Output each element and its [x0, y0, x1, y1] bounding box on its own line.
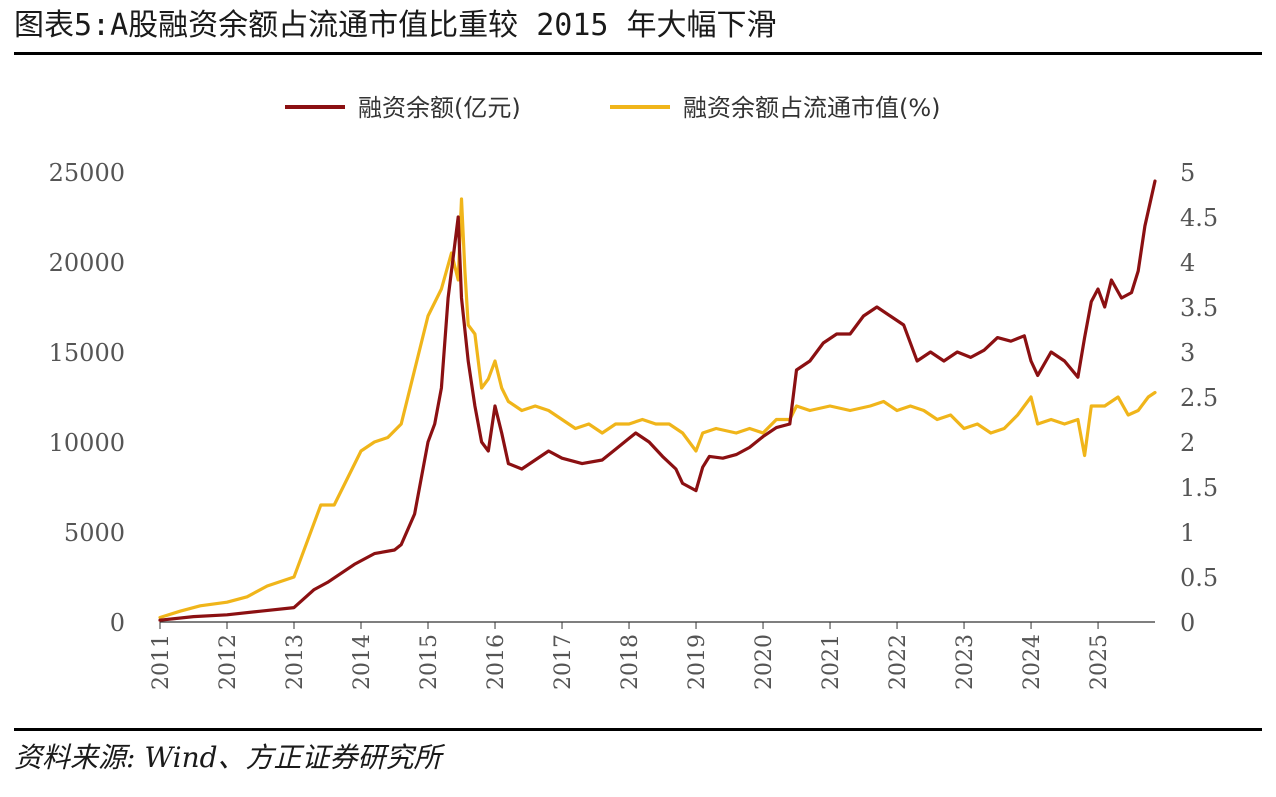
dual-axis-line-chart: 融资余额(亿元) 融资余额占流通市值(%) 050001000015000200… — [49, 94, 1219, 690]
x-tick-label: 2022 — [886, 634, 911, 690]
y-right-tick-label: 4 — [1180, 249, 1195, 277]
y-left-tick-label: 0 — [110, 609, 125, 637]
x-tick-label: 2024 — [1020, 634, 1045, 690]
legend-label-ratio[interactable]: 融资余额占流通市值(%) — [683, 94, 941, 122]
x-tick-label: 2017 — [551, 634, 576, 690]
x-tick-label: 2020 — [752, 634, 777, 690]
y-right-tick-label: 3.5 — [1180, 294, 1218, 322]
chart-title: 图表5:A股融资余额占流通市值比重较 2015 年大幅下滑 — [14, 8, 777, 43]
source-rule — [14, 728, 1262, 731]
x-tick-label: 2025 — [1087, 634, 1112, 690]
legend: 融资余额(亿元) 融资余额占流通市值(%) — [285, 94, 941, 122]
y-right-tick-label: 2 — [1180, 429, 1195, 457]
x-tick-label: 2016 — [484, 634, 509, 690]
y-right-tick-label: 2.5 — [1180, 384, 1218, 412]
legend-label-financing[interactable]: 融资余额(亿元) — [358, 94, 521, 122]
y-left-tick-label: 15000 — [49, 339, 125, 367]
y-right-tick-label: 5 — [1180, 159, 1195, 187]
x-tick-label: 2021 — [819, 634, 844, 690]
axes: 0 5000 10000 15000 20000 25000 0 0.5 1 1.5 2 2.5 3 3.… — [49, 159, 1219, 690]
y-left-tick-label: 5000 — [64, 519, 125, 547]
x-tick-label: 2011 — [149, 634, 174, 690]
x-tick-label: 2013 — [283, 634, 308, 690]
y-left-tick-label: 20000 — [49, 249, 125, 277]
x-tick-label: 2018 — [618, 634, 643, 690]
series-layer — [158, 179, 1157, 622]
x-tick-label: 2023 — [953, 634, 978, 690]
x-tick-label: 2019 — [685, 634, 710, 690]
title-rule — [14, 52, 1262, 55]
y-right-tick-label: 1.5 — [1180, 474, 1218, 502]
series-line-financing — [158, 179, 1157, 622]
y-left-tick-label: 10000 — [49, 429, 125, 457]
x-tick-label: 2012 — [216, 634, 241, 690]
x-tick-label: 2014 — [350, 634, 375, 690]
y-right-tick-label: 4.5 — [1180, 204, 1218, 232]
y-right-tick-label: 0 — [1180, 609, 1195, 637]
x-tick-label: 2015 — [417, 634, 442, 690]
y-right-tick-label: 1 — [1180, 519, 1195, 547]
source-note: 资料来源: Wind、方正证券研究所 — [14, 741, 442, 774]
y-right-tick-label: 0.5 — [1180, 564, 1218, 592]
y-right-tick-label: 3 — [1180, 339, 1195, 367]
y-left-tick-label: 25000 — [49, 159, 125, 187]
series-line-ratio — [158, 197, 1157, 620]
